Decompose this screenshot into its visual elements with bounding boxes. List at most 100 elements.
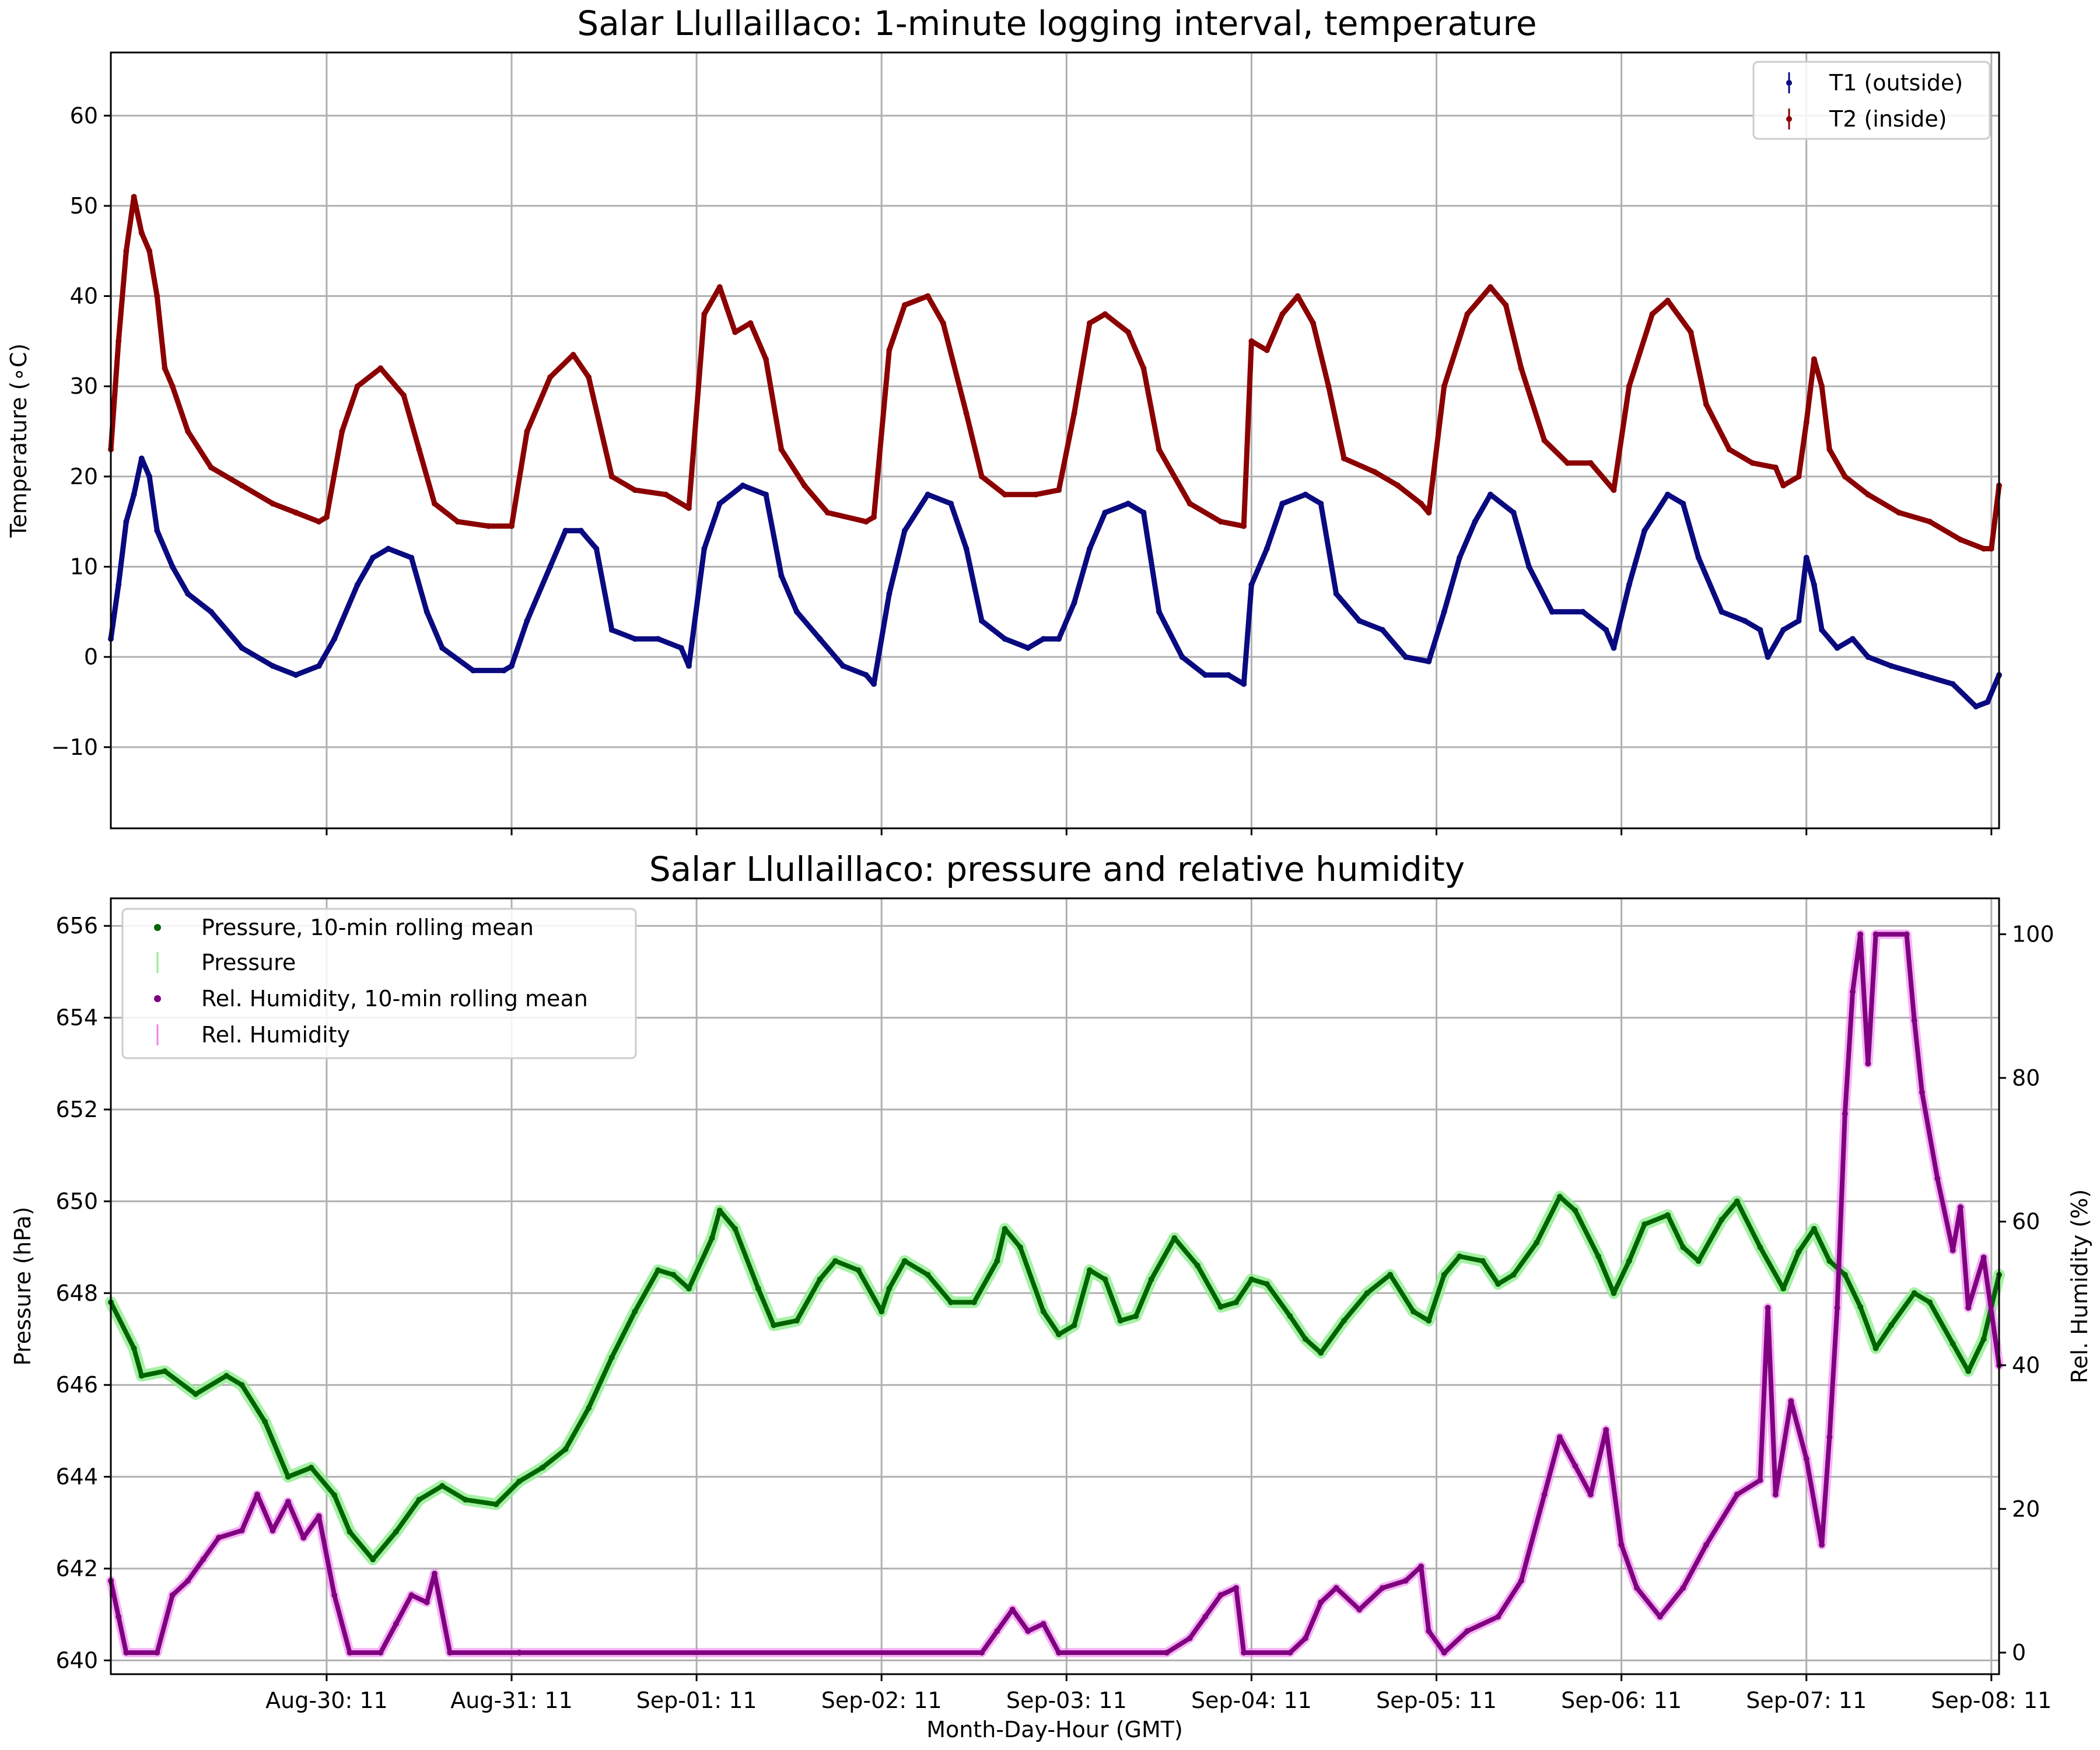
data-point-pressure <box>1757 1244 1763 1251</box>
data-point-humidity <box>994 1628 1000 1634</box>
data-point-humidity <box>424 1599 430 1605</box>
data-point-pressure <box>817 1276 823 1283</box>
data-point-t2 <box>1980 545 1987 552</box>
pressure-humidity-chart-title: Salar Llullaillaco: pressure and relativ… <box>649 849 1465 889</box>
legend-marker-t1 <box>1786 72 1792 93</box>
data-point-pressure <box>1318 1350 1324 1356</box>
data-point-humidity <box>1380 1585 1385 1591</box>
data-point-t2 <box>293 509 299 516</box>
data-point-pressure <box>1364 1290 1370 1296</box>
data-point-pressure <box>1642 1221 1648 1227</box>
data-point-t1 <box>501 667 507 674</box>
data-point-t2 <box>1125 329 1131 335</box>
data-point-humidity <box>1834 1304 1840 1311</box>
data-point-humidity <box>1186 1635 1193 1642</box>
data-point-pressure <box>1718 1216 1725 1223</box>
data-point-t1 <box>524 618 530 624</box>
data-point-humidity <box>185 1577 191 1584</box>
data-point-t2 <box>547 374 554 380</box>
data-point-pressure <box>1002 1226 1008 1232</box>
data-point-pressure <box>1695 1258 1702 1264</box>
data-point-pressure <box>1264 1281 1270 1287</box>
data-point-pressure <box>1873 1345 1879 1352</box>
data-point-pressure <box>971 1299 977 1306</box>
data-point-humidity <box>1703 1542 1709 1548</box>
data-point-pressure <box>1888 1322 1894 1328</box>
data-point-t1 <box>1611 645 1617 651</box>
data-point-pressure <box>1611 1290 1617 1296</box>
data-point-pressure <box>878 1308 885 1315</box>
data-point-t1 <box>578 527 584 534</box>
data-point-pressure <box>1387 1272 1394 1278</box>
data-point-pressure <box>416 1496 422 1503</box>
data-point-t1 <box>1695 555 1702 561</box>
data-point-t1 <box>509 663 514 669</box>
humidity-y-axis-label: Rel. Humidity (%) <box>2067 1189 2092 1384</box>
humidity-y-tick-label: 100 <box>2012 922 2054 947</box>
data-point-t1 <box>1056 636 1062 642</box>
data-point-t1 <box>608 626 615 633</box>
x-tick-label: Sep-01: 11 <box>636 1688 757 1713</box>
data-point-pressure <box>1857 1304 1864 1310</box>
data-point-t1 <box>562 527 569 534</box>
data-point-pressure <box>393 1529 399 1535</box>
temperature-y-tick-label: 20 <box>70 464 98 489</box>
data-point-t1 <box>1179 654 1185 660</box>
data-point-t1 <box>901 527 908 534</box>
temperature-y-axis-label: Temperature (∘C) <box>6 344 32 538</box>
data-point-pressure <box>1595 1253 1601 1259</box>
data-point-pressure <box>439 1483 446 1489</box>
data-point-t1 <box>1742 618 1748 624</box>
data-point-t1 <box>116 582 122 588</box>
data-point-t2 <box>570 352 576 358</box>
data-point-t2 <box>1418 501 1424 507</box>
x-tick-label: Sep-05: 11 <box>1376 1688 1497 1713</box>
legend-label-t1: T1 (outside) <box>1829 70 1963 96</box>
data-point-t1 <box>1757 626 1763 633</box>
data-point-pressure <box>1980 1336 1987 1342</box>
data-point-t2 <box>1341 455 1347 461</box>
data-point-humidity <box>1056 1650 1062 1656</box>
data-point-humidity <box>123 1650 130 1656</box>
data-point-t2 <box>454 519 461 525</box>
data-point-humidity <box>1287 1650 1293 1656</box>
data-point-t1 <box>131 491 137 498</box>
data-point-t2 <box>270 501 276 507</box>
data-point-pressure <box>1680 1244 1686 1251</box>
temperature-y-tick-label: 10 <box>70 554 98 580</box>
data-point-t1 <box>1102 509 1108 516</box>
data-point-humidity <box>1911 1017 1917 1024</box>
data-point-t1 <box>1680 501 1686 507</box>
data-point-pressure <box>262 1419 268 1425</box>
data-point-pressure <box>855 1267 862 1273</box>
data-point-pressure <box>1556 1194 1563 1200</box>
legend-label-pressure-raw: Pressure <box>201 950 296 975</box>
data-point-t2 <box>940 320 946 326</box>
data-point-t2 <box>116 338 122 344</box>
data-point-t2 <box>763 356 769 362</box>
data-point-t1 <box>593 545 600 552</box>
data-point-t1 <box>1664 491 1671 498</box>
pressure-y-tick-label: 646 <box>55 1372 98 1398</box>
data-point-humidity <box>1734 1492 1740 1498</box>
data-point-t2 <box>1865 491 1871 498</box>
data-point-humidity <box>216 1535 222 1541</box>
data-point-pressure <box>832 1258 838 1264</box>
data-point-pressure <box>1040 1308 1046 1315</box>
data-point-humidity <box>1556 1434 1563 1440</box>
data-point-t2 <box>1541 438 1548 443</box>
data-point-humidity <box>1009 1606 1016 1613</box>
data-point-t2 <box>1688 329 1694 335</box>
data-point-t2 <box>154 293 160 299</box>
data-point-t1 <box>208 608 214 615</box>
data-point-humidity <box>1587 1492 1594 1498</box>
legend-label-humidity-raw: Rel. Humidity <box>201 1022 350 1048</box>
data-point-t1 <box>424 608 430 615</box>
data-point-humidity <box>254 1492 260 1498</box>
data-point-t1 <box>1264 545 1270 552</box>
data-point-pressure <box>732 1226 738 1232</box>
temperature-plot-frame <box>110 51 2000 830</box>
temperature-panel: Salar Llullaillaco: 1-minute logging int… <box>6 4 2002 835</box>
data-point-humidity <box>154 1650 160 1656</box>
data-point-t1 <box>1510 509 1517 516</box>
